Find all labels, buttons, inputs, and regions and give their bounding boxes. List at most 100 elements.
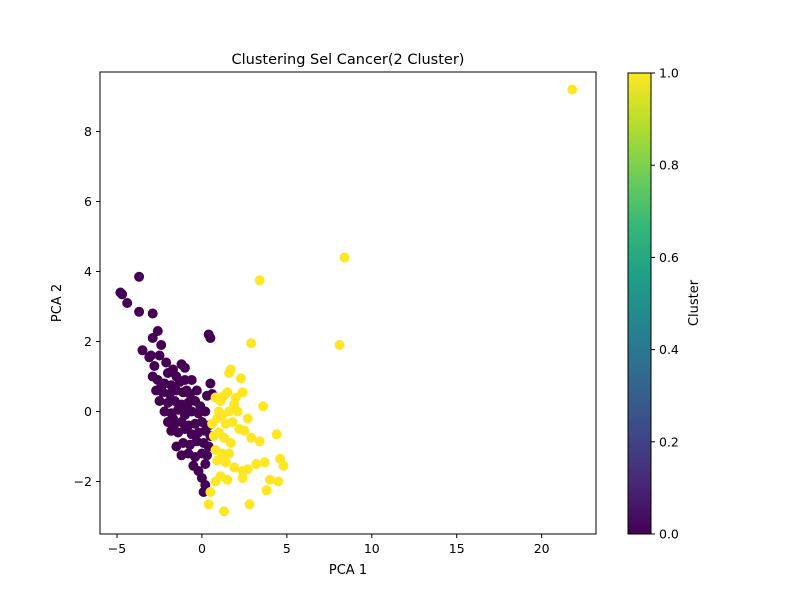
scatter-point: [242, 413, 253, 424]
scatter-point: [258, 401, 269, 412]
axes-frame: [99, 71, 597, 535]
scatter-point: [239, 425, 250, 436]
scatter-point: [202, 390, 212, 401]
x-axis-label: PCA 1: [329, 563, 367, 578]
scatter-point: [225, 438, 236, 448]
colorbar-tick-label: 0.0: [659, 527, 679, 542]
scatter-point: [191, 385, 202, 396]
scatter-point: [156, 382, 167, 392]
colorbar-tick-label: 0.4: [659, 342, 679, 357]
scatter-point: [205, 378, 216, 389]
scatter-point: [137, 345, 148, 356]
scatter-point: [222, 387, 233, 398]
scatter-point: [227, 417, 238, 427]
scatter-point: [254, 436, 265, 447]
scatter-point: [213, 406, 224, 417]
y-ticks: −2 0 2 4 6 8: [74, 124, 100, 489]
scatter-point: [203, 499, 214, 510]
scatter-point: [144, 352, 155, 363]
scatter-point: [200, 459, 211, 469]
scatter-point: [271, 429, 282, 440]
scatter-point: [208, 431, 219, 441]
scatter-point: [200, 406, 211, 417]
scatter-point: [278, 460, 289, 471]
scatter-point: [181, 385, 192, 396]
colorbar-ticks: 0.0 0.2 0.4 0.6 0.8 1.0: [651, 66, 679, 542]
scatter-point: [232, 406, 243, 417]
scatter-point: [205, 487, 216, 497]
x-tick-label: 15: [449, 541, 465, 556]
scatter-point: [219, 506, 229, 517]
scatter-point: [152, 326, 163, 336]
scatter-point: [154, 396, 165, 406]
points-layer: [115, 84, 578, 517]
chart-title: Clustering Sel Cancer(2 Cluster): [232, 52, 465, 68]
scatter-point: [179, 362, 190, 373]
scatter-point: [229, 462, 240, 473]
x-tick-label: 10: [364, 541, 380, 556]
plot-area: −5 0 5 10 15 20 −2 0 2 4 6 8: [74, 71, 597, 556]
scatter-point: [246, 432, 257, 443]
colorbar-tick-label: 0.8: [659, 158, 679, 173]
scatter-point: [134, 306, 145, 317]
scatter-point: [273, 476, 284, 487]
scatter-point: [134, 271, 145, 282]
scatter-point: [212, 455, 223, 466]
scatter-point: [168, 413, 178, 424]
colorbar-gradient: [627, 72, 652, 535]
scatter-point: [205, 333, 216, 343]
scatter-point: [186, 375, 197, 385]
x-tick-label: 20: [534, 541, 550, 556]
scatter-point: [219, 432, 229, 443]
scatter-point: [224, 448, 235, 459]
scatter-point: [173, 404, 184, 415]
colorbar-tick-label: 0.2: [659, 434, 679, 449]
scatter-point: [210, 476, 221, 487]
scatter-point: [246, 338, 257, 349]
scatter-point: [339, 252, 350, 263]
scatter-point: [236, 373, 246, 384]
scatter-point: [154, 350, 165, 361]
scatter-point: [237, 387, 248, 398]
y-tick-label: 2: [84, 334, 92, 349]
colorbar: 0.0 0.2 0.4 0.6 0.8 1.0 Cluster: [627, 66, 702, 542]
scatter-point: [181, 403, 192, 413]
scatter-point: [251, 459, 262, 469]
scatter-point: [259, 457, 270, 468]
scatter-point: [149, 361, 160, 371]
y-tick-label: 8: [84, 124, 92, 139]
y-tick-label: 0: [84, 404, 92, 419]
x-ticks: −5 0 5 10 15 20: [108, 534, 550, 556]
scatter-point: [220, 457, 231, 468]
scatter-point: [225, 364, 236, 375]
scatter-point: [264, 474, 275, 485]
scatter-point: [147, 308, 158, 319]
scatter-point: [202, 450, 212, 461]
colorbar-tick-label: 0.6: [659, 250, 679, 265]
y-tick-label: 4: [84, 264, 92, 279]
scatter-point: [222, 474, 233, 485]
x-tick-label: 0: [198, 541, 206, 556]
y-tick-label: −2: [74, 474, 92, 489]
scatter-point: [254, 275, 265, 286]
scatter-point: [156, 340, 167, 350]
scatter-point: [147, 333, 158, 343]
scatter-point: [161, 357, 172, 368]
scatter-point: [242, 464, 253, 475]
x-tick-label: −5: [108, 541, 126, 556]
scatter-point: [122, 298, 133, 308]
scatter-point: [334, 340, 345, 350]
scatter-point: [244, 499, 255, 510]
scatter-point: [567, 84, 578, 95]
y-tick-label: 6: [84, 194, 92, 209]
scatter-point: [179, 424, 190, 434]
colorbar-tick-label: 1.0: [659, 66, 679, 81]
scatter-point: [261, 485, 272, 496]
x-tick-label: 5: [283, 541, 291, 556]
scatter-point: [117, 289, 128, 300]
colorbar-label: Cluster: [687, 279, 702, 326]
scatter-point: [207, 418, 218, 429]
y-axis-label: PCA 2: [50, 284, 65, 322]
